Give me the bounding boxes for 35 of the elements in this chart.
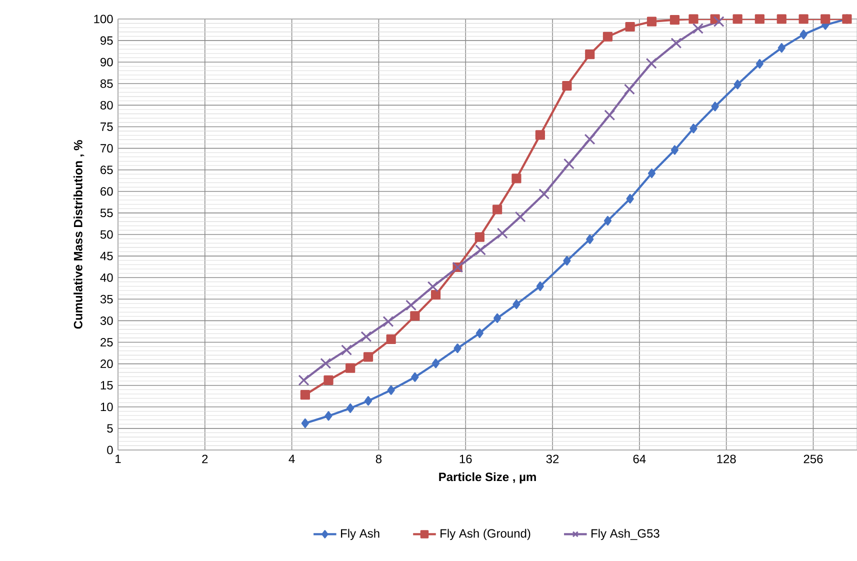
y-tick-label: 85 xyxy=(100,79,113,88)
y-tick-label: 20 xyxy=(100,360,113,368)
x-tick-label: 1 xyxy=(116,454,121,463)
y-tick-label: 60 xyxy=(100,187,113,196)
x-tick-label: 256 xyxy=(804,454,823,464)
y-tick-label: 10 xyxy=(100,402,113,412)
y-tick-label: 80 xyxy=(100,100,113,110)
y-tick-label: 30 xyxy=(100,316,113,325)
x-axis-title: Particle Size , µm xyxy=(439,472,536,484)
y-tick-label: 40 xyxy=(100,273,113,282)
y-tick-label: 70 xyxy=(100,144,113,153)
y-tick-label: 90 xyxy=(100,58,113,66)
x-tick-label: 2 xyxy=(202,454,208,464)
y-axis-title: Cumulative Mass Distribution , % xyxy=(74,140,84,329)
y-tick-label: 50 xyxy=(100,230,113,239)
y-tick-label: 25 xyxy=(100,338,113,347)
y-tick-label: 45 xyxy=(100,252,113,260)
x-tick-label: 8 xyxy=(376,454,382,464)
x-tick-label: 32 xyxy=(546,454,559,464)
y-tick-label: 55 xyxy=(100,208,113,218)
x-tick-label: 4 xyxy=(288,454,295,463)
legend-label: Fly Ash_G53 xyxy=(591,528,660,540)
legend-label: Fly Ash xyxy=(341,528,380,540)
y-tick-label: 100 xyxy=(94,14,113,24)
y-tick-label: 0 xyxy=(107,446,113,454)
y-tick-label: 95 xyxy=(100,36,113,45)
x-tick-label: 16 xyxy=(460,454,472,464)
x-tick-label: 64 xyxy=(633,454,646,464)
y-tick-label: 65 xyxy=(100,166,113,174)
legend-label: Fly Ash (Ground) xyxy=(440,528,530,540)
y-tick-label: 75 xyxy=(100,122,113,131)
y-tick-label: 35 xyxy=(100,294,113,304)
x-tick-label: 128 xyxy=(717,454,736,464)
y-tick-label: 15 xyxy=(100,381,113,390)
y-tick-label: 5 xyxy=(107,424,113,433)
